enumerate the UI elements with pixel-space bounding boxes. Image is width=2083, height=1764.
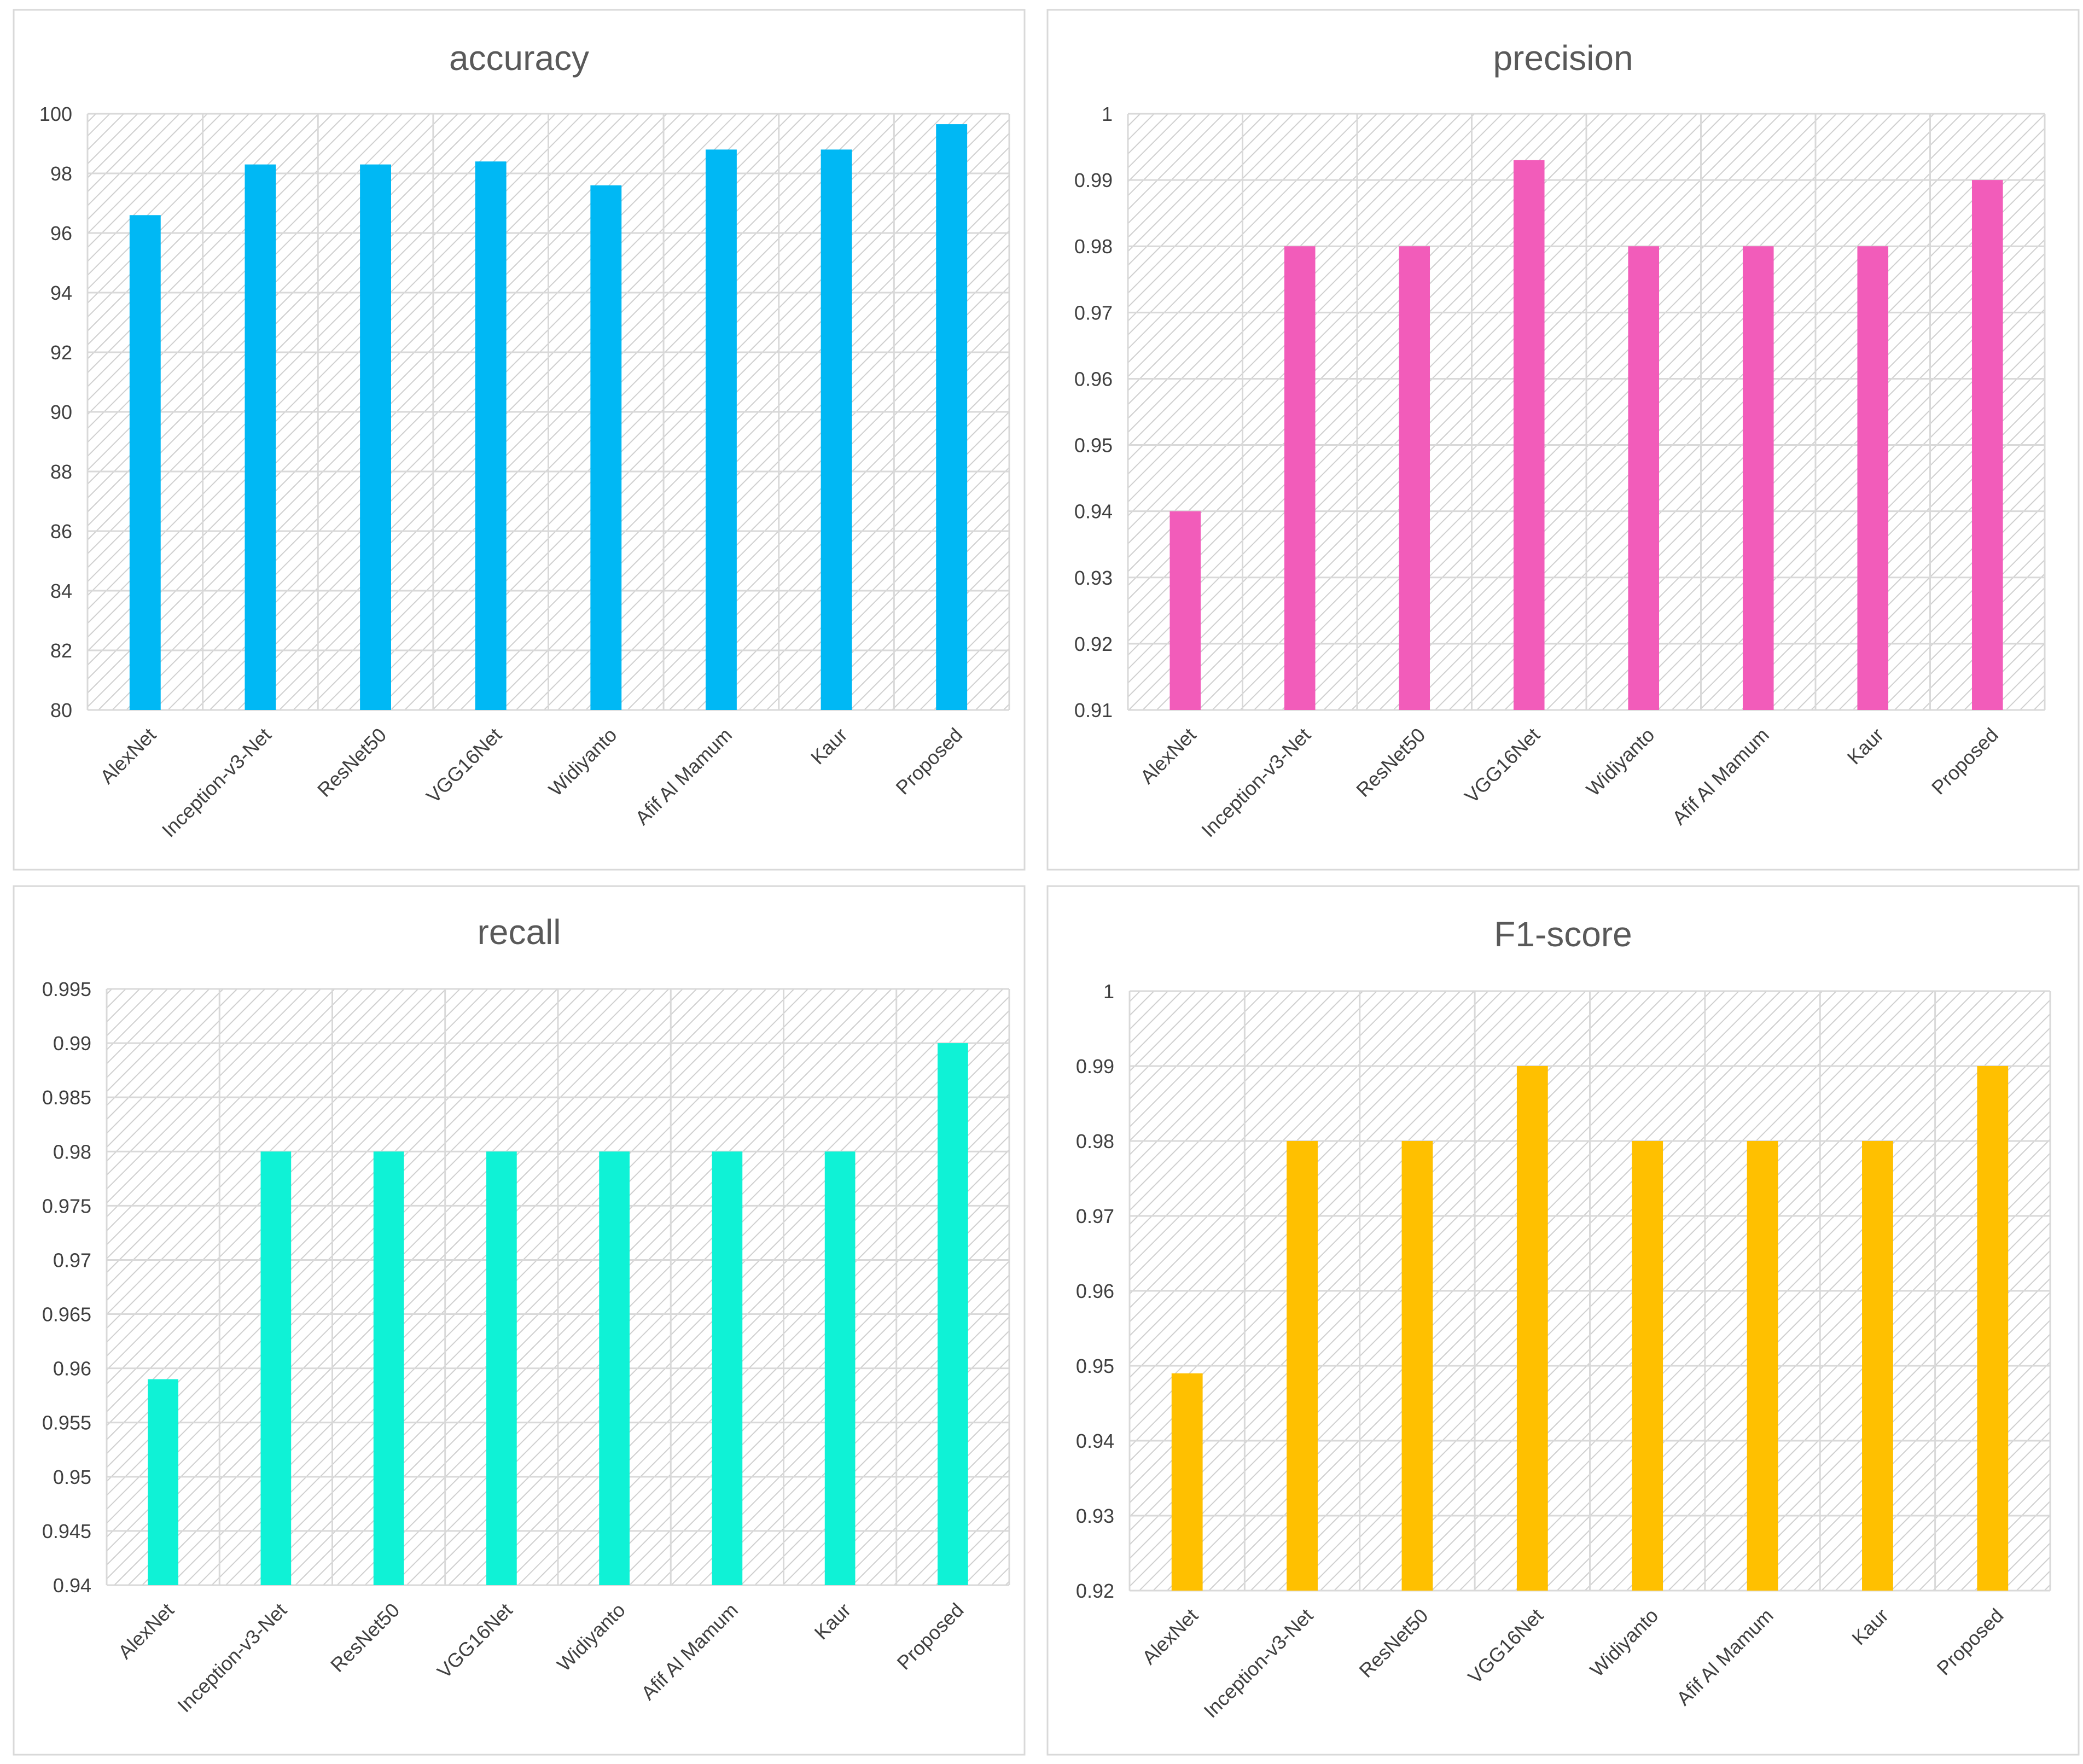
bar-widiyanto	[599, 1151, 630, 1585]
y-tick-label: 0.975	[42, 1195, 91, 1217]
bar-alexnet	[1171, 1373, 1203, 1591]
y-tick-label: 0.93	[1076, 1505, 1114, 1527]
y-tick-label: 0.95	[1074, 434, 1113, 457]
y-tick-label: 0.94	[53, 1574, 91, 1597]
y-tick-label: 0.98	[1074, 235, 1113, 258]
bar-inception-v3-net	[1287, 1141, 1318, 1591]
chart-title: F1-score	[1494, 915, 1632, 954]
bar-kaur	[821, 149, 852, 710]
chart-panel-2: recall 0.94 0.945 0.95 0.955 0.96 0.965 0.97 0.9…	[13, 885, 1026, 1756]
y-tick-label: 90	[50, 401, 72, 423]
y-tick-label: 0.93	[1074, 567, 1113, 589]
y-tick-label: 96	[50, 222, 72, 244]
bar-proposed	[1971, 180, 2003, 711]
y-tick-label: 80	[50, 699, 72, 721]
chart-panel-0: accuracy80828486889092949698100AlexNetIn…	[13, 9, 1026, 871]
bar-vgg16net	[1516, 1066, 1548, 1591]
bar-proposed	[936, 124, 968, 711]
bar-alexnet	[1169, 511, 1201, 710]
y-tick-label: 0.97	[1074, 301, 1113, 324]
y-tick-label: 0.94	[1074, 500, 1113, 523]
chart-title: recall	[478, 912, 561, 952]
y-tick-label: 0.92	[1076, 1580, 1114, 1602]
bar-alexnet	[129, 215, 161, 710]
bar-resnet50	[373, 1151, 404, 1585]
y-tick-label: 1	[1103, 980, 1114, 1003]
bar-widiyanto	[590, 185, 622, 710]
bar-afif-al-mamum	[1742, 246, 1774, 710]
y-tick-label: 0.995	[42, 978, 91, 1000]
y-tick-label: 0.99	[1076, 1055, 1114, 1078]
y-tick-label: 0.94	[1076, 1430, 1114, 1452]
y-tick-label: 92	[50, 341, 72, 364]
chart-title: accuracy	[449, 38, 589, 78]
y-tick-label: 0.95	[53, 1466, 91, 1488]
y-tick-label: 0.985	[42, 1086, 91, 1109]
y-tick-label: 0.92	[1074, 633, 1113, 655]
y-tick-label: 84	[50, 580, 72, 602]
y-tick-label: 0.99	[1074, 169, 1113, 191]
y-tick-label: 0.95	[1076, 1355, 1114, 1377]
bar-widiyanto	[1628, 246, 1660, 710]
y-tick-label: 0.965	[42, 1303, 91, 1326]
bar-resnet50	[1399, 246, 1430, 710]
bar-proposed	[938, 1043, 968, 1585]
bar-afif-al-mamum	[706, 149, 737, 710]
y-tick-label: 0.945	[42, 1520, 91, 1542]
bar-kaur	[824, 1151, 856, 1585]
y-tick-label: 98	[50, 162, 72, 185]
y-tick-label: 0.91	[1074, 699, 1113, 721]
y-tick-label: 0.955	[42, 1412, 91, 1434]
chart-panel-1: precision 0.91 0.92 0.93 0.94 0.95 0.96 0.97 0.9…	[1046, 9, 2080, 871]
bar-vgg16net	[1513, 160, 1545, 710]
bar-afif-al-mamum	[1747, 1141, 1778, 1591]
bar-resnet50	[360, 164, 391, 710]
y-tick-label: 86	[50, 520, 72, 543]
bar-inception-v3-net	[245, 164, 276, 710]
bar-afif-al-mamum	[712, 1151, 743, 1585]
y-tick-label: 100	[39, 103, 72, 125]
chart-panel-3: F1-score 0.92 0.93 0.94 0.95 0.96 0.97 0.98 0.99…	[1046, 885, 2080, 1756]
chart-title: precision	[1493, 38, 1633, 78]
y-tick-label: 0.97	[53, 1249, 91, 1271]
bar-vgg16net	[475, 161, 507, 710]
y-tick-label: 88	[50, 461, 72, 483]
bar-kaur	[1862, 1141, 1893, 1591]
bar-kaur	[1857, 246, 1889, 710]
y-tick-label: 82	[50, 639, 72, 662]
y-tick-label: 0.96	[1076, 1280, 1114, 1302]
y-tick-label: 0.99	[53, 1032, 91, 1055]
y-tick-label: 0.96	[53, 1358, 91, 1380]
y-tick-label: 0.96	[1074, 368, 1113, 390]
bar-proposed	[1977, 1066, 2009, 1591]
y-tick-label: 0.98	[53, 1140, 91, 1163]
bar-alexnet	[148, 1379, 178, 1585]
bar-resnet50	[1401, 1141, 1433, 1591]
bar-widiyanto	[1632, 1141, 1663, 1591]
y-tick-label: 1	[1102, 103, 1113, 125]
y-tick-label: 0.98	[1076, 1130, 1114, 1152]
y-tick-label: 0.97	[1076, 1205, 1114, 1227]
bar-inception-v3-net	[1284, 246, 1316, 710]
bar-inception-v3-net	[260, 1151, 292, 1585]
y-tick-label: 94	[50, 282, 72, 304]
bar-vgg16net	[486, 1151, 517, 1585]
